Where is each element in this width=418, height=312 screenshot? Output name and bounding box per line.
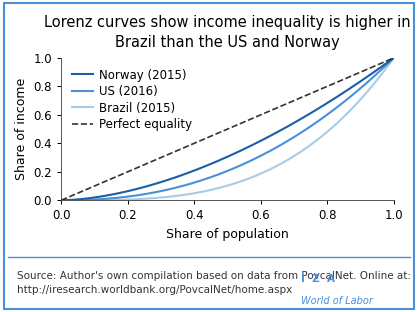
Text: I  Z  A: I Z A [301,274,335,284]
Legend: Norway (2015), US (2016), Brazil (2015), Perfect equality: Norway (2015), US (2016), Brazil (2015),… [67,64,197,136]
Text: World of Labor: World of Labor [301,296,373,306]
X-axis label: Share of population: Share of population [166,228,289,241]
Text: Source: Author's own compilation based on data from PovcalNet. Online at:
http:/: Source: Author's own compilation based o… [17,271,411,295]
Title: Lorenz curves show income inequality is higher in
Brazil than the US and Norway: Lorenz curves show income inequality is … [44,15,411,50]
Y-axis label: Share of income: Share of income [15,78,28,180]
